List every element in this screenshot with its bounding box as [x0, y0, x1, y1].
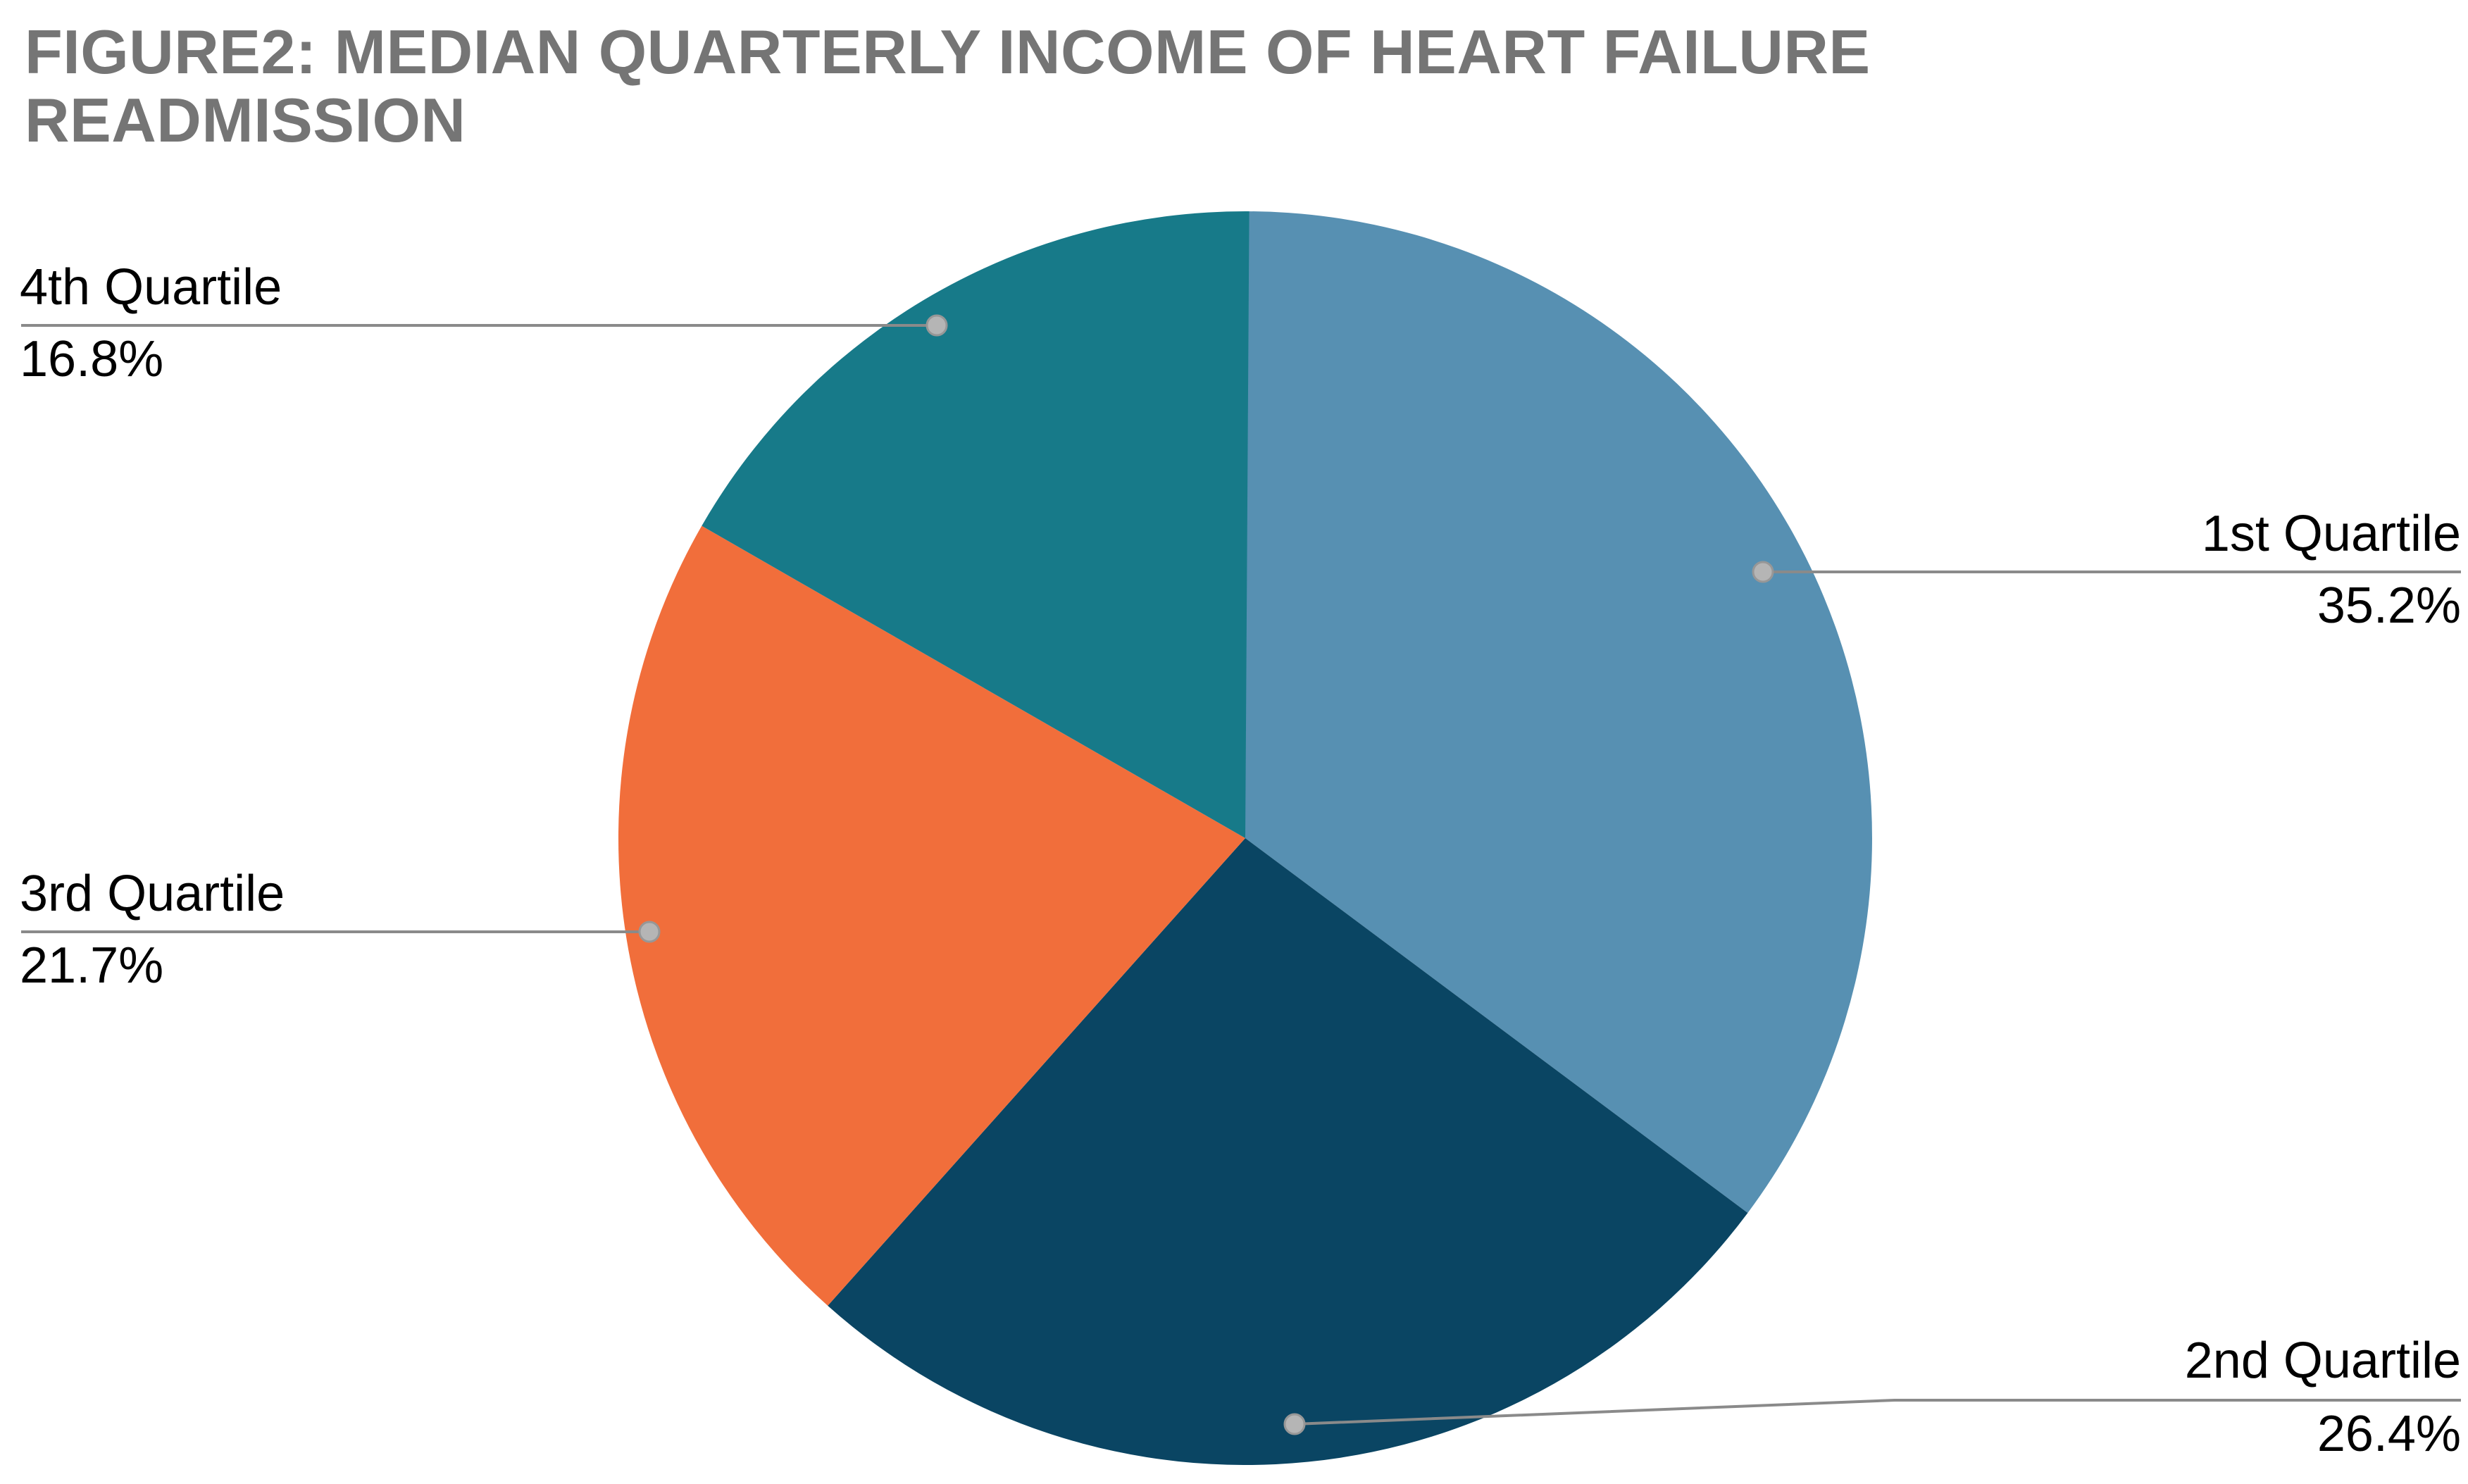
slice-percent-2nd-quartile: 26.4% — [2317, 1406, 2461, 1462]
leader-dot-4th-quartile — [926, 314, 948, 337]
pie-slice-1st-quartile — [1245, 211, 1872, 1214]
leader-line-2nd-quartile — [1294, 1399, 2461, 1426]
leader-dot-3rd-quartile — [638, 921, 661, 943]
slice-label-3rd-quartile: 3rd Quartile — [20, 866, 285, 922]
leader-dot-1st-quartile — [1752, 561, 1774, 583]
pie-slice-2nd-quartile — [828, 838, 1748, 1466]
slice-percent-1st-quartile: 35.2% — [2317, 578, 2461, 634]
leader-dot-2nd-quartile — [1283, 1413, 1306, 1435]
slice-label-1st-quartile: 1st Quartile — [2201, 506, 2461, 562]
pie-slice-3rd-quartile — [618, 525, 1245, 1306]
slice-label-4th-quartile: 4th Quartile — [20, 259, 282, 316]
slice-percent-3rd-quartile: 21.7% — [20, 937, 164, 994]
chart-title: FIGURE2: MEDIAN QUARTERLY INCOME OF HEAR… — [25, 17, 1871, 155]
slice-label-2nd-quartile: 2nd Quartile — [2184, 1333, 2461, 1389]
pie-slice-4th-quartile — [702, 211, 1249, 839]
slice-percent-4th-quartile: 16.8% — [20, 331, 164, 387]
